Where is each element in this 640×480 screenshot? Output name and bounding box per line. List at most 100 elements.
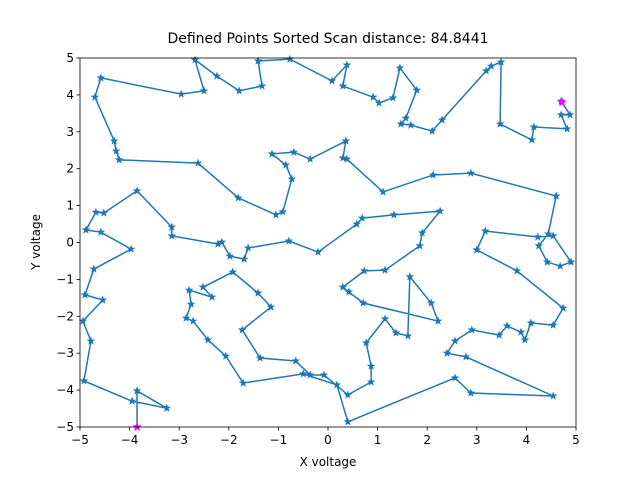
data-point xyxy=(132,386,142,395)
data-point xyxy=(358,298,368,307)
data-point xyxy=(565,110,575,119)
data-point xyxy=(555,261,565,270)
data-point xyxy=(278,207,288,216)
data-point xyxy=(512,266,522,275)
data-point xyxy=(234,86,244,95)
data-point xyxy=(495,119,505,128)
data-point xyxy=(343,417,353,426)
highlight-point xyxy=(132,422,142,432)
data-point xyxy=(225,251,235,260)
data-point xyxy=(344,287,354,296)
data-point xyxy=(338,282,348,291)
data-point xyxy=(496,57,506,66)
data-point xyxy=(466,388,476,397)
data-point xyxy=(427,126,437,135)
data-point xyxy=(450,336,460,345)
data-point xyxy=(342,60,352,69)
data-point xyxy=(114,155,124,164)
data-point xyxy=(428,170,438,179)
data-point xyxy=(516,327,526,336)
y-tick-label: 5 xyxy=(66,51,74,65)
data-point xyxy=(217,237,227,246)
data-point xyxy=(442,348,452,357)
data-point xyxy=(359,266,369,275)
y-tick-label: −4 xyxy=(56,383,74,397)
data-point xyxy=(198,282,208,291)
data-point xyxy=(213,239,223,248)
data-point xyxy=(80,290,90,299)
data-point xyxy=(380,265,390,274)
data-point xyxy=(96,73,106,82)
data-point xyxy=(184,285,194,294)
data-point xyxy=(127,396,137,405)
data-point xyxy=(548,231,558,240)
data-point xyxy=(551,191,561,200)
y-tick-label: 2 xyxy=(66,162,74,176)
data-point xyxy=(406,120,416,129)
data-line xyxy=(82,57,573,427)
data-point xyxy=(167,231,177,240)
x-tick-label: −3 xyxy=(170,433,188,447)
data-point xyxy=(380,314,390,323)
data-point xyxy=(305,370,315,379)
data-point xyxy=(494,330,504,339)
data-point xyxy=(186,299,196,308)
data-point xyxy=(221,351,231,360)
data-point xyxy=(389,210,399,219)
data-point xyxy=(79,376,89,385)
data-point xyxy=(98,295,108,304)
x-tick-label: −2 xyxy=(220,433,238,447)
x-tick-label: 3 xyxy=(473,433,481,447)
data-point xyxy=(338,153,348,162)
data-point xyxy=(461,352,471,361)
data-point xyxy=(412,85,422,94)
x-tick-label: −1 xyxy=(270,433,288,447)
data-point xyxy=(90,92,100,101)
data-point xyxy=(556,110,566,119)
data-point xyxy=(271,210,281,219)
data-point xyxy=(289,147,299,156)
x-tick-label: 4 xyxy=(523,433,531,447)
data-point xyxy=(343,390,353,399)
plot-area xyxy=(78,54,576,432)
data-point xyxy=(111,146,121,155)
data-point xyxy=(396,119,406,128)
data-point xyxy=(542,257,552,266)
x-axis-label: X voltage xyxy=(300,455,357,469)
data-point xyxy=(534,241,544,250)
data-point xyxy=(81,225,91,234)
data-point xyxy=(284,236,294,245)
data-point xyxy=(86,336,96,345)
data-point xyxy=(132,186,142,195)
data-point xyxy=(89,264,99,273)
data-point xyxy=(253,288,263,297)
data-point xyxy=(203,335,213,344)
chart-title: Defined Points Sorted Scan distance: 84.… xyxy=(167,31,488,47)
data-point xyxy=(109,136,119,145)
data-point xyxy=(287,174,297,183)
x-tick-label: 1 xyxy=(374,433,382,447)
data-point xyxy=(238,378,248,387)
data-point xyxy=(78,316,88,325)
data-point xyxy=(366,361,376,370)
data-point xyxy=(357,213,367,222)
data-point xyxy=(319,370,329,379)
data-point xyxy=(341,136,351,145)
data-point xyxy=(338,81,348,90)
data-point xyxy=(480,226,490,235)
highlight-point xyxy=(557,97,567,107)
data-point xyxy=(368,92,378,101)
data-point xyxy=(352,219,362,228)
data-point xyxy=(520,335,530,344)
data-point xyxy=(342,154,352,163)
data-point xyxy=(298,369,308,378)
data-point xyxy=(374,98,384,107)
data-point xyxy=(228,267,238,276)
data-point xyxy=(533,232,543,241)
data-point xyxy=(562,124,572,133)
data-point xyxy=(212,71,222,80)
data-point xyxy=(548,320,558,329)
y-tick-label: −1 xyxy=(56,272,74,286)
data-point xyxy=(281,160,291,169)
data-point xyxy=(91,207,101,216)
